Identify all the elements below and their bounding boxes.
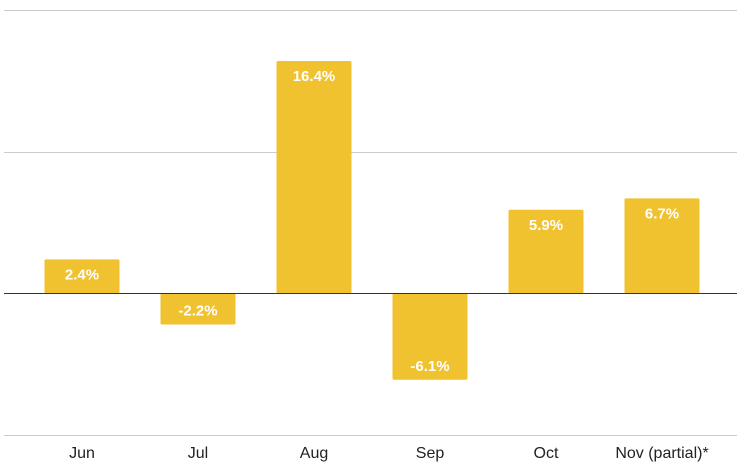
bar (160, 293, 236, 325)
x-tick-label: Oct (534, 445, 559, 462)
x-tick-label: Jun (69, 445, 95, 462)
bar-value-label: -6.1% (410, 358, 449, 375)
bar (624, 198, 700, 294)
x-axis-tick-labels: Jun Jul Aug Sep Oct Nov (partial)* (69, 445, 709, 462)
bar-value-label: 2.4% (65, 266, 99, 283)
bar (508, 209, 584, 294)
bar (44, 259, 120, 294)
x-tick-label: Jul (188, 445, 208, 462)
bar (276, 61, 352, 294)
gridlines (4, 10, 737, 436)
bar (392, 293, 468, 380)
x-tick-label: Sep (416, 445, 445, 462)
bar-value-label: 16.4% (293, 68, 336, 85)
bar-value-label: -2.2% (178, 303, 217, 320)
x-tick-label: Aug (300, 445, 328, 462)
bar-value-label: 5.9% (529, 217, 563, 234)
bars (44, 61, 700, 380)
bar-value-label: 6.7% (645, 205, 679, 222)
x-tick-label: Nov (partial)* (615, 445, 708, 462)
bar-value-labels: 2.4% -2.2% 16.4% -6.1% 5.9% 6.7% (65, 68, 679, 375)
